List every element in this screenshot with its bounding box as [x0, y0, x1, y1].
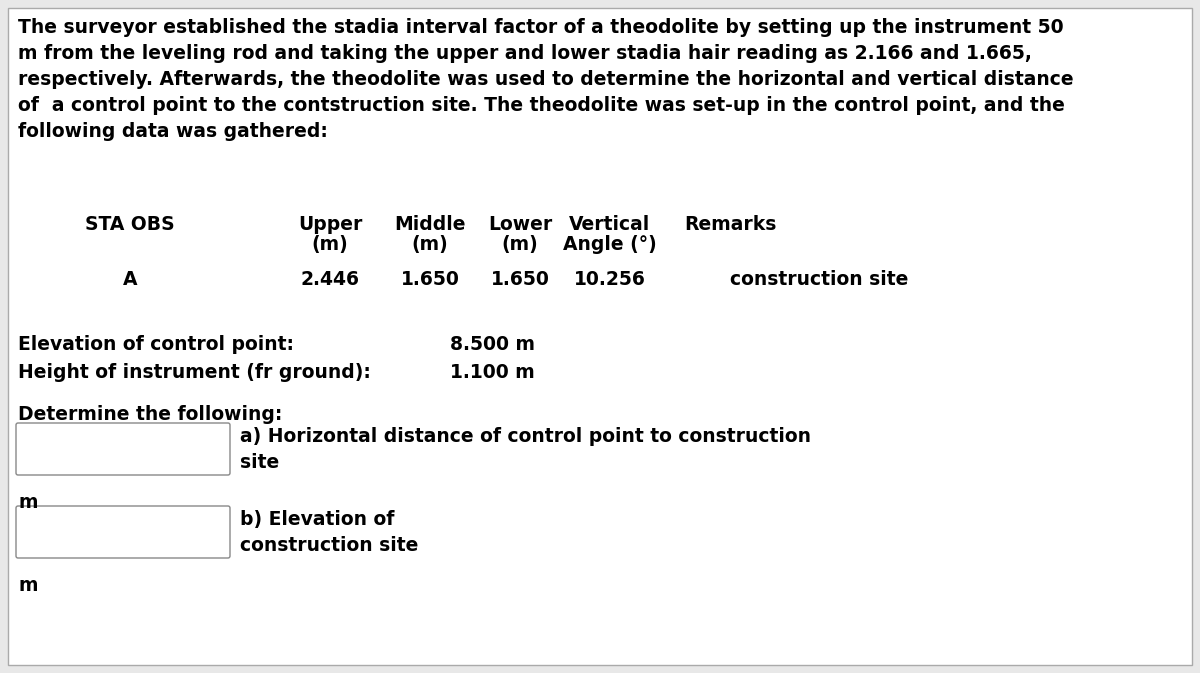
Text: Determine the following:: Determine the following: — [18, 405, 282, 424]
Text: respectively. Afterwards, the theodolite was used to determine the horizontal an: respectively. Afterwards, the theodolite… — [18, 70, 1074, 89]
Text: 2.446: 2.446 — [300, 270, 360, 289]
Text: construction site: construction site — [240, 536, 419, 555]
Text: construction site: construction site — [730, 270, 908, 289]
Text: (m): (m) — [502, 235, 539, 254]
Text: Upper: Upper — [298, 215, 362, 234]
Text: 1.650: 1.650 — [491, 270, 550, 289]
Text: (m): (m) — [312, 235, 348, 254]
Text: A: A — [122, 270, 137, 289]
Text: STA OBS: STA OBS — [85, 215, 175, 234]
Text: 1.650: 1.650 — [401, 270, 460, 289]
Text: of  a control point to the contstruction site. The theodolite was set-up in the : of a control point to the contstruction … — [18, 96, 1064, 115]
Text: m from the leveling rod and taking the upper and lower stadia hair reading as 2.: m from the leveling rod and taking the u… — [18, 44, 1032, 63]
Text: (m): (m) — [412, 235, 449, 254]
Text: following data was gathered:: following data was gathered: — [18, 122, 328, 141]
Text: 8.500 m: 8.500 m — [450, 335, 535, 354]
Text: Angle (°): Angle (°) — [563, 235, 656, 254]
Text: a) Horizontal distance of control point to construction: a) Horizontal distance of control point … — [240, 427, 811, 446]
Text: b) Elevation of: b) Elevation of — [240, 510, 395, 529]
FancyBboxPatch shape — [16, 423, 230, 475]
Text: m: m — [18, 576, 37, 595]
Text: The surveyor established the stadia interval factor of a theodolite by setting u: The surveyor established the stadia inte… — [18, 18, 1063, 37]
Text: Middle: Middle — [395, 215, 466, 234]
Text: Remarks: Remarks — [684, 215, 776, 234]
Text: m: m — [18, 493, 37, 512]
Text: Height of instrument (fr ground):: Height of instrument (fr ground): — [18, 363, 371, 382]
Text: Vertical: Vertical — [569, 215, 650, 234]
Text: Lower: Lower — [488, 215, 552, 234]
Text: Elevation of control point:: Elevation of control point: — [18, 335, 294, 354]
FancyBboxPatch shape — [16, 506, 230, 558]
Text: 10.256: 10.256 — [574, 270, 646, 289]
Text: 1.100 m: 1.100 m — [450, 363, 535, 382]
Text: site: site — [240, 453, 280, 472]
